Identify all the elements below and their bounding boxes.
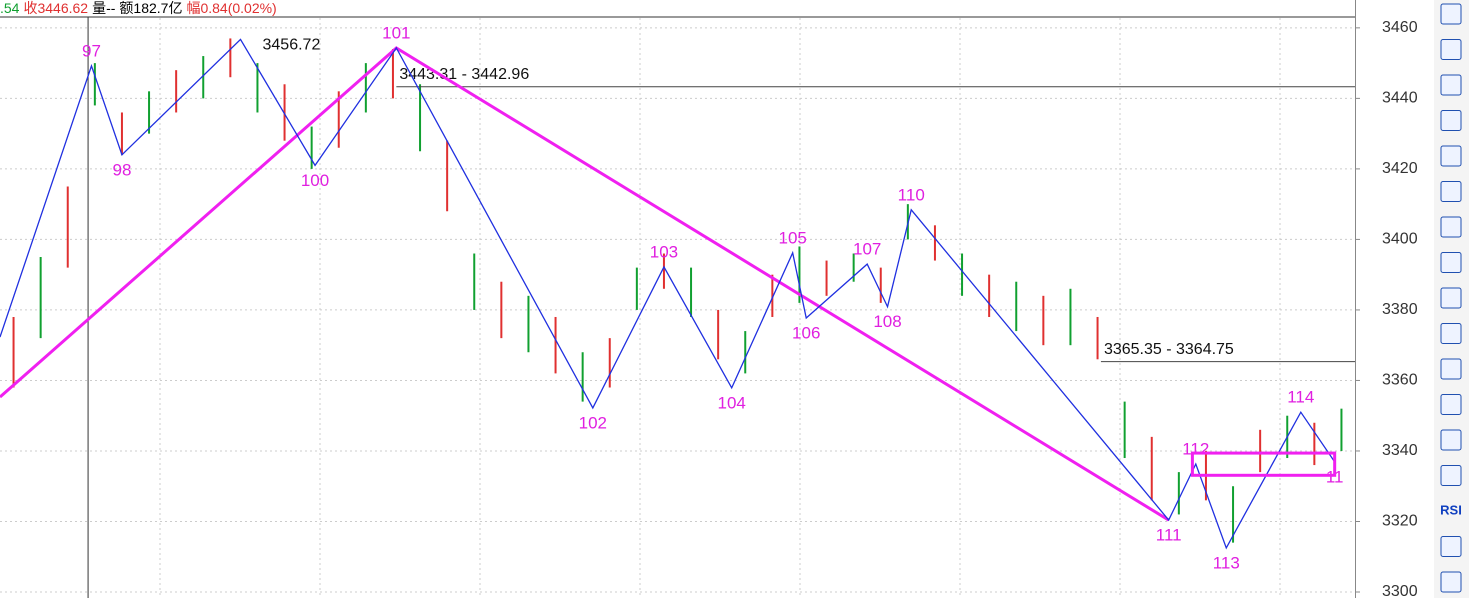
- y-tick-label: 3420: [1382, 160, 1418, 177]
- pivot-label: 108: [873, 312, 901, 331]
- header-item: 额182.7亿: [119, 0, 182, 16]
- pivot-label: 110: [898, 185, 925, 204]
- toolbar-icon: [1440, 252, 1462, 273]
- toolbar-icon: [1440, 571, 1462, 593]
- pivot-label: 111: [1156, 526, 1182, 545]
- toolbar-label: RSI: [1440, 502, 1462, 517]
- pivot-label: 114: [1287, 388, 1314, 407]
- pivot-label: 103: [650, 242, 678, 261]
- toolbar-icon: [1440, 536, 1462, 557]
- header-item: 收3446.62: [23, 0, 88, 16]
- zigzag-line: [0, 38, 1336, 550]
- pivot-label: 104: [718, 393, 746, 412]
- toolbar-icon: [1440, 323, 1462, 344]
- toolbar-icon: [1440, 74, 1462, 96]
- header-item: .54: [0, 0, 20, 16]
- toolbar-icon: [1440, 3, 1462, 25]
- pivot-value-label: 3456.72: [263, 37, 321, 54]
- header-item: 量--: [92, 0, 116, 16]
- pivot-label: 101: [382, 23, 410, 42]
- toolbar-icon: [1440, 216, 1462, 238]
- y-tick-label: 3360: [1382, 372, 1418, 389]
- pivot-label: 102: [579, 413, 607, 432]
- toolbar-icon: [1440, 429, 1462, 451]
- level-label: 3443.31 - 3442.96: [399, 66, 529, 83]
- pivot-label: 107: [853, 240, 881, 259]
- pivot-label: 106: [792, 324, 820, 343]
- y-tick-label: 3340: [1382, 442, 1418, 459]
- level-label: 3365.35 - 3364.75: [1104, 341, 1234, 358]
- y-tick-label: 3380: [1382, 301, 1418, 318]
- range-box: [1190, 451, 1337, 477]
- y-tick-label: 3440: [1382, 90, 1418, 107]
- pivot-label: 100: [301, 171, 329, 190]
- y-tick-label: 3460: [1382, 19, 1418, 36]
- pivot-label: 112: [1182, 439, 1209, 458]
- pivot-label: 113: [1213, 553, 1240, 572]
- header-item: 幅0.84(0.02%): [186, 0, 276, 16]
- toolbar-icon: [1440, 39, 1462, 60]
- pivot-label: 98: [112, 160, 131, 179]
- y-tick-label: 3400: [1382, 231, 1418, 248]
- toolbar-icon: [1440, 181, 1462, 202]
- pivot-label: 105: [778, 228, 806, 247]
- y-tick-label: 3320: [1382, 513, 1418, 530]
- pivot-label: 11: [1326, 467, 1344, 486]
- toolbar-icon: [1440, 287, 1462, 309]
- header: .54 收3446.62 量-- 额182.7亿 幅0.84(0.02%): [0, 0, 277, 16]
- toolbar-icon: [1440, 394, 1462, 415]
- toolbar-icon: [1440, 145, 1462, 167]
- toolbar-icon: [1440, 110, 1462, 131]
- pivot-label: 97: [82, 41, 101, 60]
- toolbar-icons: RSI: [1440, 3, 1462, 593]
- toolbar-icon: [1440, 358, 1462, 380]
- toolbar-icon: [1440, 465, 1462, 486]
- y-tick-label: 3300: [1382, 583, 1418, 598]
